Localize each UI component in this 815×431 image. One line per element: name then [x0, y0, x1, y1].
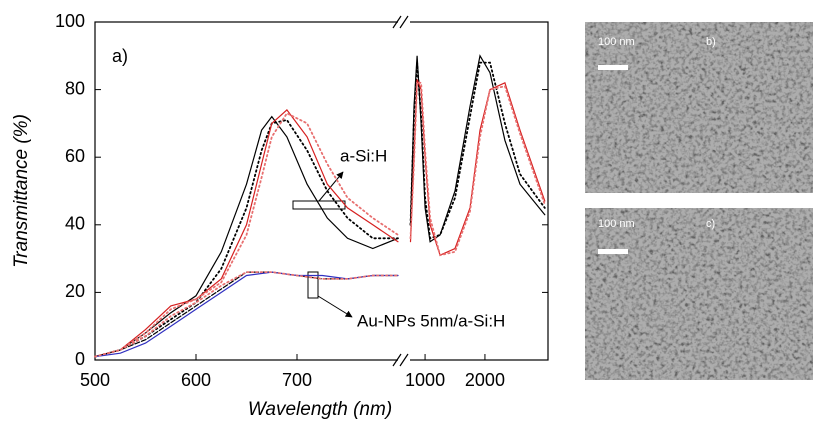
- x-axis-label: Wavelength (nm): [248, 399, 392, 420]
- data-line: [94, 271, 399, 358]
- scale-label: 100 nm: [598, 36, 635, 48]
- y-tick-label: 60: [65, 146, 85, 166]
- annotation: a-Si:H: [340, 146, 387, 165]
- y-tick-label: 100: [55, 11, 85, 31]
- y-tick-label: 0: [75, 349, 85, 369]
- annotation-arrow: [317, 295, 353, 318]
- data-line: [409, 81, 546, 257]
- y-tick-label: 80: [65, 78, 85, 98]
- data-line: [94, 109, 399, 358]
- sem-image: 100 nm c): [585, 208, 813, 380]
- data-line: [94, 118, 399, 358]
- break-marks: [392, 15, 409, 367]
- x-tick-label: 600: [181, 370, 211, 390]
- annotation-box: [307, 271, 319, 299]
- x-tick-label: 500: [80, 370, 110, 390]
- image-label: b): [706, 36, 716, 48]
- data-line: [94, 112, 399, 358]
- annotation: Au-NPs 5nm/a-Si:H: [357, 311, 505, 330]
- scale-bar: [598, 65, 628, 70]
- x-tick-label: 700: [282, 370, 312, 390]
- scale-label: 100 nm: [598, 218, 635, 230]
- data-line: [409, 79, 546, 257]
- image-label: c): [706, 218, 715, 230]
- x-tick-label: 1000: [405, 370, 445, 390]
- plot-frame: [94, 21, 549, 361]
- annotation-arrow: [318, 171, 344, 202]
- data-line: [94, 271, 399, 358]
- y-tick-label: 40: [65, 214, 85, 234]
- data-line: [409, 61, 546, 240]
- y-axis-label: Transmittance (%): [11, 114, 32, 268]
- sem-image: 100 nm b): [585, 22, 813, 193]
- panel-label: a): [112, 46, 128, 66]
- data-line: [94, 271, 399, 358]
- x-tick-label: 2000: [465, 370, 505, 390]
- axis-break: [398, 14, 410, 368]
- scale-bar: [598, 249, 628, 254]
- y-tick-label: 20: [65, 281, 85, 301]
